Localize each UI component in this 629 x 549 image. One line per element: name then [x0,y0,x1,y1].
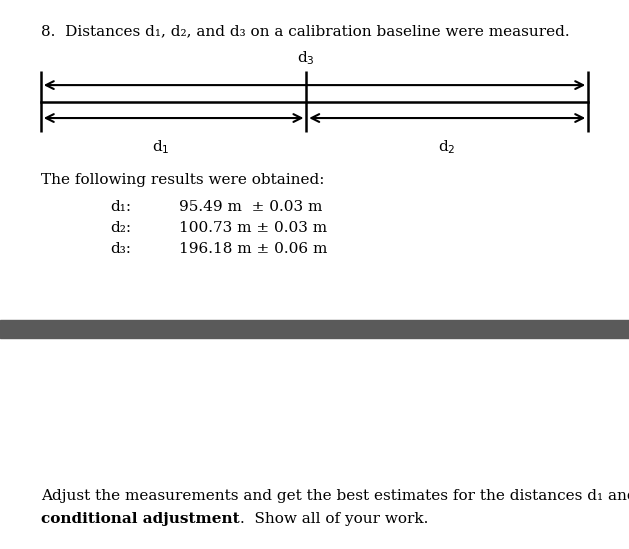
Bar [0,320,629,338]
Text: 100.73 m ± 0.03 m: 100.73 m ± 0.03 m [179,221,327,236]
Text: d$_1$: d$_1$ [152,138,169,156]
Text: Adjust the measurements and get the best estimates for the distances d₁ and d₂ u: Adjust the measurements and get the best… [41,489,629,503]
Text: conditional adjustment: conditional adjustment [41,512,240,526]
Text: 196.18 m ± 0.06 m: 196.18 m ± 0.06 m [179,242,328,256]
Text: 8.  Distances d₁, d₂, and d₃ on a calibration baseline were measured.: 8. Distances d₁, d₂, and d₃ on a calibra… [41,25,569,39]
Text: 95.49 m  ± 0.03 m: 95.49 m ± 0.03 m [179,200,323,215]
Text: .  Show all of your work.: . Show all of your work. [240,512,428,526]
Text: d$_3$: d$_3$ [298,49,315,67]
Text: d₃:: d₃: [110,242,131,256]
Text: d₁:: d₁: [110,200,131,215]
Text: d$_2$: d$_2$ [438,138,455,156]
Text: The following results were obtained:: The following results were obtained: [41,173,325,187]
Text: d₂:: d₂: [110,221,131,236]
